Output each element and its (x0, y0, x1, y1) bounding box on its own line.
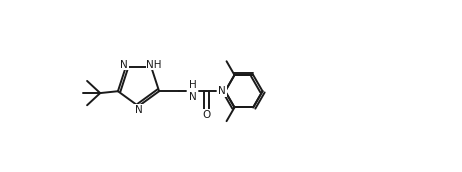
Text: NH: NH (146, 60, 162, 69)
Text: N: N (219, 86, 226, 96)
Text: H
N: H N (189, 80, 197, 102)
Text: O: O (202, 110, 210, 120)
Text: N: N (134, 105, 142, 115)
Text: N: N (121, 60, 128, 69)
